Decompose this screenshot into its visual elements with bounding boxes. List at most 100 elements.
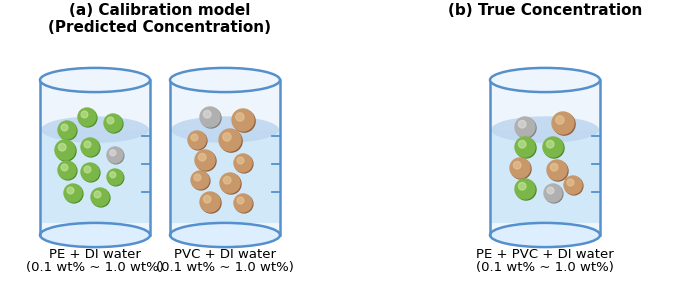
Circle shape <box>236 113 244 121</box>
Circle shape <box>84 141 91 148</box>
Ellipse shape <box>41 116 149 143</box>
Circle shape <box>195 150 215 170</box>
FancyBboxPatch shape <box>490 80 600 235</box>
Circle shape <box>59 162 77 180</box>
Circle shape <box>200 107 220 127</box>
Circle shape <box>64 184 82 202</box>
Circle shape <box>61 124 68 131</box>
Circle shape <box>515 179 535 199</box>
Circle shape <box>192 172 210 190</box>
Circle shape <box>220 130 242 152</box>
Circle shape <box>515 117 535 137</box>
Circle shape <box>547 160 567 180</box>
Circle shape <box>61 164 68 171</box>
FancyBboxPatch shape <box>40 80 150 235</box>
Circle shape <box>107 147 123 163</box>
Circle shape <box>108 170 124 186</box>
Circle shape <box>513 161 521 169</box>
Circle shape <box>58 143 66 151</box>
Circle shape <box>56 141 76 161</box>
Ellipse shape <box>170 68 280 92</box>
Circle shape <box>516 180 536 200</box>
Circle shape <box>511 159 531 179</box>
Ellipse shape <box>490 223 600 247</box>
Circle shape <box>196 151 216 171</box>
Circle shape <box>519 120 526 128</box>
Ellipse shape <box>490 68 600 92</box>
Circle shape <box>219 129 241 151</box>
Circle shape <box>223 133 231 141</box>
Circle shape <box>233 110 255 132</box>
Circle shape <box>81 138 99 156</box>
Circle shape <box>221 174 241 194</box>
Circle shape <box>223 176 231 184</box>
Circle shape <box>203 195 211 203</box>
Circle shape <box>104 114 122 132</box>
Circle shape <box>234 154 252 172</box>
Circle shape <box>194 174 201 181</box>
Circle shape <box>189 132 207 150</box>
Circle shape <box>220 173 240 193</box>
Circle shape <box>84 166 91 173</box>
FancyBboxPatch shape <box>170 80 280 235</box>
Ellipse shape <box>491 116 599 143</box>
Circle shape <box>564 176 582 194</box>
Circle shape <box>82 164 100 182</box>
Text: (a) Calibration model
(Predicted Concentration): (a) Calibration model (Predicted Concent… <box>49 3 271 35</box>
Ellipse shape <box>40 223 150 247</box>
Circle shape <box>237 157 244 164</box>
Circle shape <box>567 179 574 186</box>
Circle shape <box>91 188 109 206</box>
FancyBboxPatch shape <box>41 130 149 223</box>
Circle shape <box>516 118 536 138</box>
Text: PVC + DI water: PVC + DI water <box>174 248 276 261</box>
Circle shape <box>519 140 526 148</box>
Circle shape <box>67 187 74 194</box>
Circle shape <box>547 140 554 148</box>
Circle shape <box>107 169 123 185</box>
Circle shape <box>55 140 75 160</box>
Circle shape <box>237 197 244 204</box>
Circle shape <box>515 137 535 157</box>
Circle shape <box>548 161 568 181</box>
Circle shape <box>58 121 76 139</box>
Circle shape <box>92 189 110 207</box>
Text: PE + PVC + DI water: PE + PVC + DI water <box>476 248 614 261</box>
Circle shape <box>78 108 96 126</box>
Ellipse shape <box>171 116 279 143</box>
Circle shape <box>565 177 583 195</box>
Circle shape <box>82 139 100 157</box>
Circle shape <box>199 153 206 161</box>
Circle shape <box>552 112 574 134</box>
Circle shape <box>201 193 221 213</box>
Circle shape <box>81 111 88 118</box>
Circle shape <box>545 185 563 203</box>
Circle shape <box>108 148 124 164</box>
Circle shape <box>79 109 97 127</box>
Circle shape <box>553 113 575 135</box>
Circle shape <box>519 182 526 190</box>
Circle shape <box>235 155 253 173</box>
Circle shape <box>201 108 221 128</box>
Circle shape <box>65 185 83 203</box>
Text: PE + DI water: PE + DI water <box>49 248 141 261</box>
Circle shape <box>58 161 76 179</box>
Circle shape <box>551 163 558 171</box>
Circle shape <box>234 194 252 212</box>
Circle shape <box>547 187 554 194</box>
Circle shape <box>544 138 564 158</box>
Circle shape <box>110 150 116 156</box>
Circle shape <box>516 138 536 158</box>
Circle shape <box>200 192 220 212</box>
Circle shape <box>232 109 254 131</box>
Circle shape <box>544 184 562 202</box>
Circle shape <box>235 195 253 213</box>
Circle shape <box>188 131 206 149</box>
Circle shape <box>510 158 530 178</box>
Circle shape <box>191 171 209 189</box>
Circle shape <box>107 117 114 124</box>
Circle shape <box>94 191 101 198</box>
Circle shape <box>81 163 99 181</box>
FancyBboxPatch shape <box>491 130 599 223</box>
Ellipse shape <box>40 68 150 92</box>
